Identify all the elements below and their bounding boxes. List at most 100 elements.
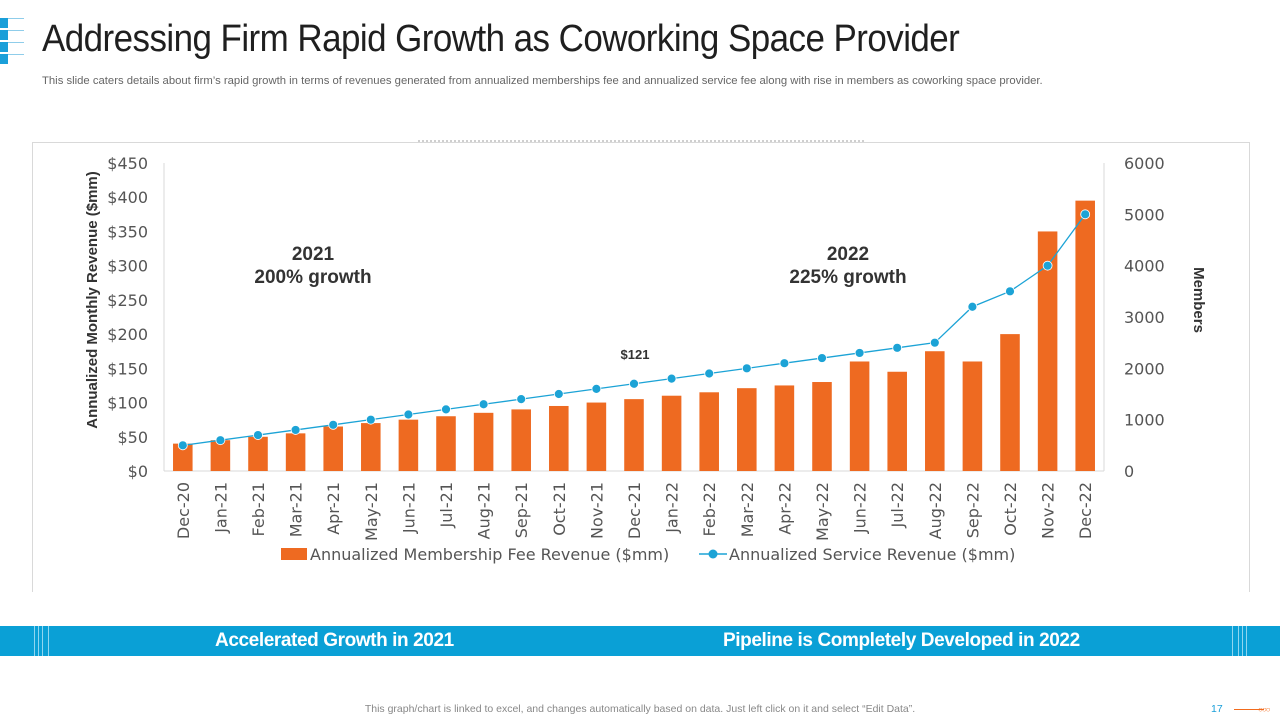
banner-right-text: Pipeline is Completely Developed in 2022 — [723, 630, 1080, 651]
bar-Jun-21 — [398, 419, 419, 471]
line-point-Mar-22 — [741, 363, 752, 374]
line-point-Oct-22 — [1005, 286, 1015, 297]
y-tick-label: $100 — [107, 394, 148, 413]
line-point-May-22 — [817, 353, 827, 363]
y-tick-label: $400 — [107, 188, 148, 207]
banner-left-text: Accelerated Growth in 2021 — [215, 630, 454, 651]
x-tick-label: Mar-21 — [287, 482, 306, 537]
x-tick-label: Aug-22 — [926, 482, 945, 539]
annotation-2022-growth: 225% growth — [789, 267, 906, 288]
bar-Dec-20 — [173, 443, 193, 471]
y-axis-title: Annualized Monthly Revenue ($mm) — [84, 171, 101, 429]
accent-bars — [0, 18, 8, 66]
line-point-Aug-21 — [478, 399, 489, 410]
bar-Jun-22 — [849, 361, 870, 471]
bar-Apr-21 — [323, 426, 343, 471]
y2-tick-label: 6000 — [1124, 154, 1165, 173]
x-tick-label: May-21 — [362, 482, 381, 541]
y-tick-label: $50 — [117, 428, 148, 447]
legend-line-marker — [708, 549, 718, 559]
bar-Oct-22 — [1000, 334, 1020, 471]
x-tick-label: Jul-21 — [437, 482, 456, 528]
bar-Jan-21 — [210, 440, 231, 471]
legend-bar-label: Annualized Membership Fee Revenue ($mm) — [310, 545, 669, 564]
y2-tick-label: 2000 — [1124, 359, 1165, 378]
annotation-2022-year: 2022 — [827, 244, 869, 265]
y2-tick-label: 5000 — [1124, 205, 1165, 224]
line-point-Nov-21 — [591, 383, 602, 394]
line-point-Apr-22 — [779, 358, 790, 369]
y2-tick-label: 1000 — [1124, 411, 1165, 430]
x-tick-label: Nov-21 — [587, 482, 606, 539]
page-number: 17 — [1211, 703, 1223, 715]
accent-lines — [8, 18, 24, 66]
line-point-Jun-21 — [403, 409, 414, 420]
data-label-121: $121 — [621, 347, 650, 362]
legend-bar-swatch — [281, 548, 307, 560]
x-tick-label: Jun-22 — [851, 482, 870, 534]
legend-line-label: Annualized Service Revenue ($mm) — [729, 545, 1015, 564]
x-tick-label: Jan-21 — [211, 482, 230, 534]
line-point-Aug-22 — [929, 337, 940, 348]
line-point-Feb-21 — [253, 430, 263, 440]
annotation-2021-growth: 200% growth — [254, 267, 371, 288]
y-tick-label: $200 — [107, 325, 148, 344]
slide-subtitle: This slide caters details about firm’s r… — [42, 75, 1043, 87]
bar-Feb-22 — [699, 392, 719, 471]
bar-Jan-22 — [661, 395, 682, 471]
x-tick-label: Jun-21 — [399, 482, 418, 534]
line-point-Apr-21 — [328, 419, 339, 430]
y-tick-label: $150 — [107, 359, 148, 378]
line-point-Jan-21 — [215, 435, 226, 446]
bar-Jul-22 — [887, 371, 907, 471]
x-tick-label: Dec-21 — [625, 482, 644, 539]
bar-Apr-22 — [774, 385, 795, 471]
x-tick-label: Nov-22 — [1039, 482, 1058, 539]
y-tick-label: $350 — [107, 222, 148, 241]
bar-Sep-22 — [962, 361, 983, 471]
bar-May-21 — [361, 423, 381, 471]
bar-Dec-21 — [624, 399, 644, 471]
bar-Aug-21 — [473, 412, 494, 471]
x-tick-label: Oct-21 — [550, 482, 569, 536]
bar-Nov-21 — [586, 402, 607, 471]
summary-banner: Accelerated Growth in 2021 Pipeline is C… — [0, 626, 1280, 656]
x-tick-label: Aug-21 — [475, 482, 494, 539]
line-point-Jun-22 — [854, 348, 865, 358]
bar-Mar-21 — [285, 433, 306, 471]
y2-axis-title: Members — [1190, 267, 1207, 333]
x-tick-label: Feb-21 — [249, 482, 268, 536]
bar-Mar-22 — [737, 388, 757, 471]
combo-chart[interactable]: $0 $50 $100 $150 $200 $250 $300 $350 $400 $450 0 10… — [0, 0, 1280, 600]
line-point-Jul-21 — [441, 404, 451, 415]
line-point-Dec-20 — [177, 440, 188, 451]
bar-Nov-22 — [1037, 231, 1058, 471]
annotation-2021-year: 2021 — [292, 244, 335, 265]
bar-Feb-21 — [248, 436, 268, 471]
chart-frame[interactable] — [32, 142, 1250, 592]
line-point-Nov-22 — [1042, 260, 1053, 271]
x-tick-label: Dec-22 — [1076, 482, 1095, 539]
x-tick-label: May-22 — [813, 482, 832, 541]
x-tick-label: Dec-20 — [174, 482, 193, 539]
line-point-Oct-21 — [553, 389, 564, 399]
page-decor-line — [1234, 709, 1264, 710]
line-point-Feb-22 — [704, 368, 715, 379]
bar-Sep-21 — [511, 409, 531, 471]
page-decor-dots: ○○○ — [1258, 705, 1270, 714]
x-tick-label: Apr-22 — [775, 482, 794, 535]
y-tick-label: $0 — [128, 462, 148, 481]
x-tick-label: Sep-21 — [512, 482, 531, 538]
y-tick-label: $300 — [107, 257, 148, 276]
y2-tick-label: 4000 — [1124, 257, 1165, 276]
x-tick-label: Jan-22 — [663, 482, 682, 534]
x-tick-label: Oct-22 — [1001, 482, 1020, 536]
line-point-Dec-21 — [629, 378, 639, 389]
y-tick-label: $450 — [107, 154, 148, 173]
y-tick-label: $250 — [107, 291, 148, 310]
line-point-Jan-22 — [666, 373, 677, 384]
y2-tick-label: 0 — [1124, 462, 1134, 481]
bar-May-22 — [812, 382, 832, 471]
line-point-Dec-22 — [1080, 209, 1091, 220]
line-point-May-21 — [365, 414, 376, 425]
